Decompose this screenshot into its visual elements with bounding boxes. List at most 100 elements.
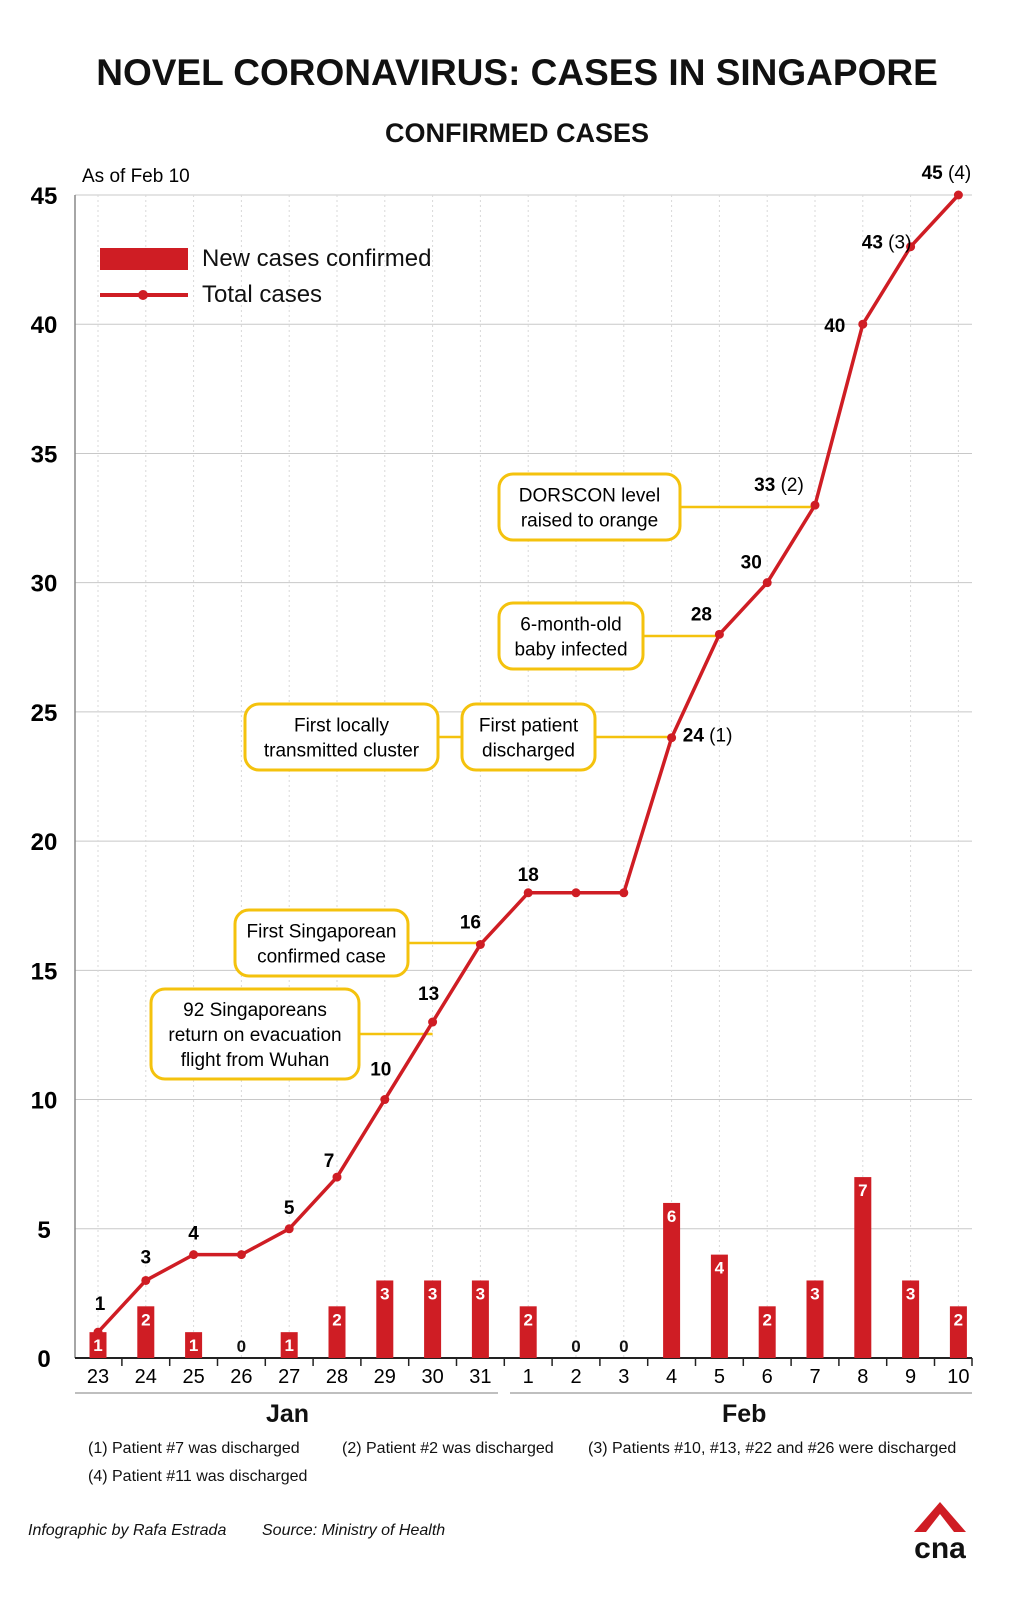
callout-text: raised to orange [521,511,658,532]
bar [902,1280,920,1358]
bar [280,1332,298,1358]
legend-bar-swatch [100,248,188,270]
credit-text: Infographic by Rafa Estrada [28,1522,227,1539]
bar-value-label: 3 [380,1284,389,1303]
total-cases-point [332,1172,342,1182]
footnote-3: (3) Patients #10, #13, #22 and #26 were … [588,1440,957,1457]
bar [89,1332,107,1358]
point-label: 1 [95,1294,106,1315]
footnote-1: (1) Patient #7 was discharged [88,1440,300,1457]
callout-text: flight from Wuhan [181,1050,330,1071]
callout-box [243,702,440,772]
point-label-value: 16 [460,912,481,933]
bar-value-label: 0 [237,1337,246,1356]
bar-value-label: 2 [332,1310,341,1329]
total-cases-point [380,1095,390,1105]
point-label: 33 (2) [754,475,804,496]
total-cases-point [571,888,581,898]
callout-box [497,472,682,542]
bar-value-label: 6 [667,1207,676,1226]
x-tick-label: 7 [809,1366,820,1388]
logo-text: cna [914,1532,966,1562]
y-tick-label: 35 [31,441,58,468]
point-label-value: 4 [188,1224,199,1245]
callout-text: confirmed case [257,947,386,968]
point-label: 30 [741,553,762,574]
point-label: 5 [284,1198,295,1219]
bar [806,1280,824,1358]
point-label-note: (1) [704,726,733,747]
x-tick-label: 27 [278,1366,300,1388]
total-cases-point [714,629,724,639]
bar-value-label: 2 [141,1310,150,1329]
cna-logo-mark: cna [914,1502,966,1565]
x-tick-label: 30 [421,1366,443,1388]
bar [519,1306,537,1358]
point-label-value: 43 [862,233,883,254]
x-tick-label: 25 [182,1366,204,1388]
total-cases-point [762,578,772,588]
bar [710,1254,728,1358]
bar-value-label: 1 [284,1336,293,1355]
y-tick-label: 20 [31,829,58,856]
bar-value-label: 0 [571,1337,580,1356]
total-cases-point [953,190,963,200]
bar [376,1280,394,1358]
point-label-value: 45 [922,163,944,184]
callout-text: 6-month-old [520,615,621,636]
bar-value-label: 3 [906,1284,915,1303]
callout-text: discharged [482,741,575,762]
callout-box [149,987,361,1081]
bar-value-label: 7 [858,1181,867,1200]
callout-text: First locally [294,716,390,737]
point-label-value: 10 [370,1060,391,1081]
x-tick-label: 24 [135,1366,157,1388]
x-tick-label: 3 [618,1366,629,1388]
callout-box [460,702,597,772]
total-cases-point [236,1250,246,1260]
bar-value-label: 2 [762,1310,771,1329]
point-label-value: 28 [691,604,712,625]
point-label: 45 (4) [922,163,972,184]
total-cases-point [619,888,629,898]
point-label: 18 [518,865,539,886]
x-tick-label: 26 [230,1366,252,1388]
bar [137,1306,155,1358]
x-tick-label: 10 [947,1366,969,1388]
point-label-value: 7 [324,1151,335,1172]
legend-line-label: Total cases [202,281,323,308]
source-text: Source: Ministry of Health [262,1522,446,1539]
total-cases-point [906,242,916,252]
y-tick-label: 25 [31,700,58,727]
total-cases-point [428,1017,438,1027]
bar [663,1202,681,1358]
point-label-note: (2) [775,475,804,496]
bar-value-label: 3 [810,1284,819,1303]
callout-text: 92 Singaporeans [183,1000,327,1021]
total-cases-point [667,733,677,743]
y-tick-label: 15 [31,958,58,985]
bar [854,1177,872,1358]
x-tick-label: 23 [87,1366,109,1388]
as-of-label: As of Feb 10 [82,166,190,187]
x-tick-label: 6 [762,1366,773,1388]
bar-value-label: 4 [715,1259,725,1278]
total-cases-point [523,888,533,898]
point-label-value: 1 [95,1294,106,1315]
x-tick-label: 9 [905,1366,916,1388]
chart-title: NOVEL CORONAVIRUS: CASES IN SINGAPORE [96,52,938,93]
total-cases-point [475,939,485,949]
point-label: 16 [460,912,481,933]
point-label-note: (3) [883,233,912,254]
legend-line-swatch [100,284,188,306]
bar [185,1332,203,1358]
legend-line-entry: Total cases [100,281,322,309]
callout-text: baby infected [514,640,627,661]
bar [424,1280,442,1358]
total-cases-point [141,1275,151,1285]
point-label-note: (4) [943,163,972,184]
x-tick-label: 31 [469,1366,491,1388]
y-tick-label: 45 [31,183,58,210]
x-tick-label: 4 [666,1366,677,1388]
